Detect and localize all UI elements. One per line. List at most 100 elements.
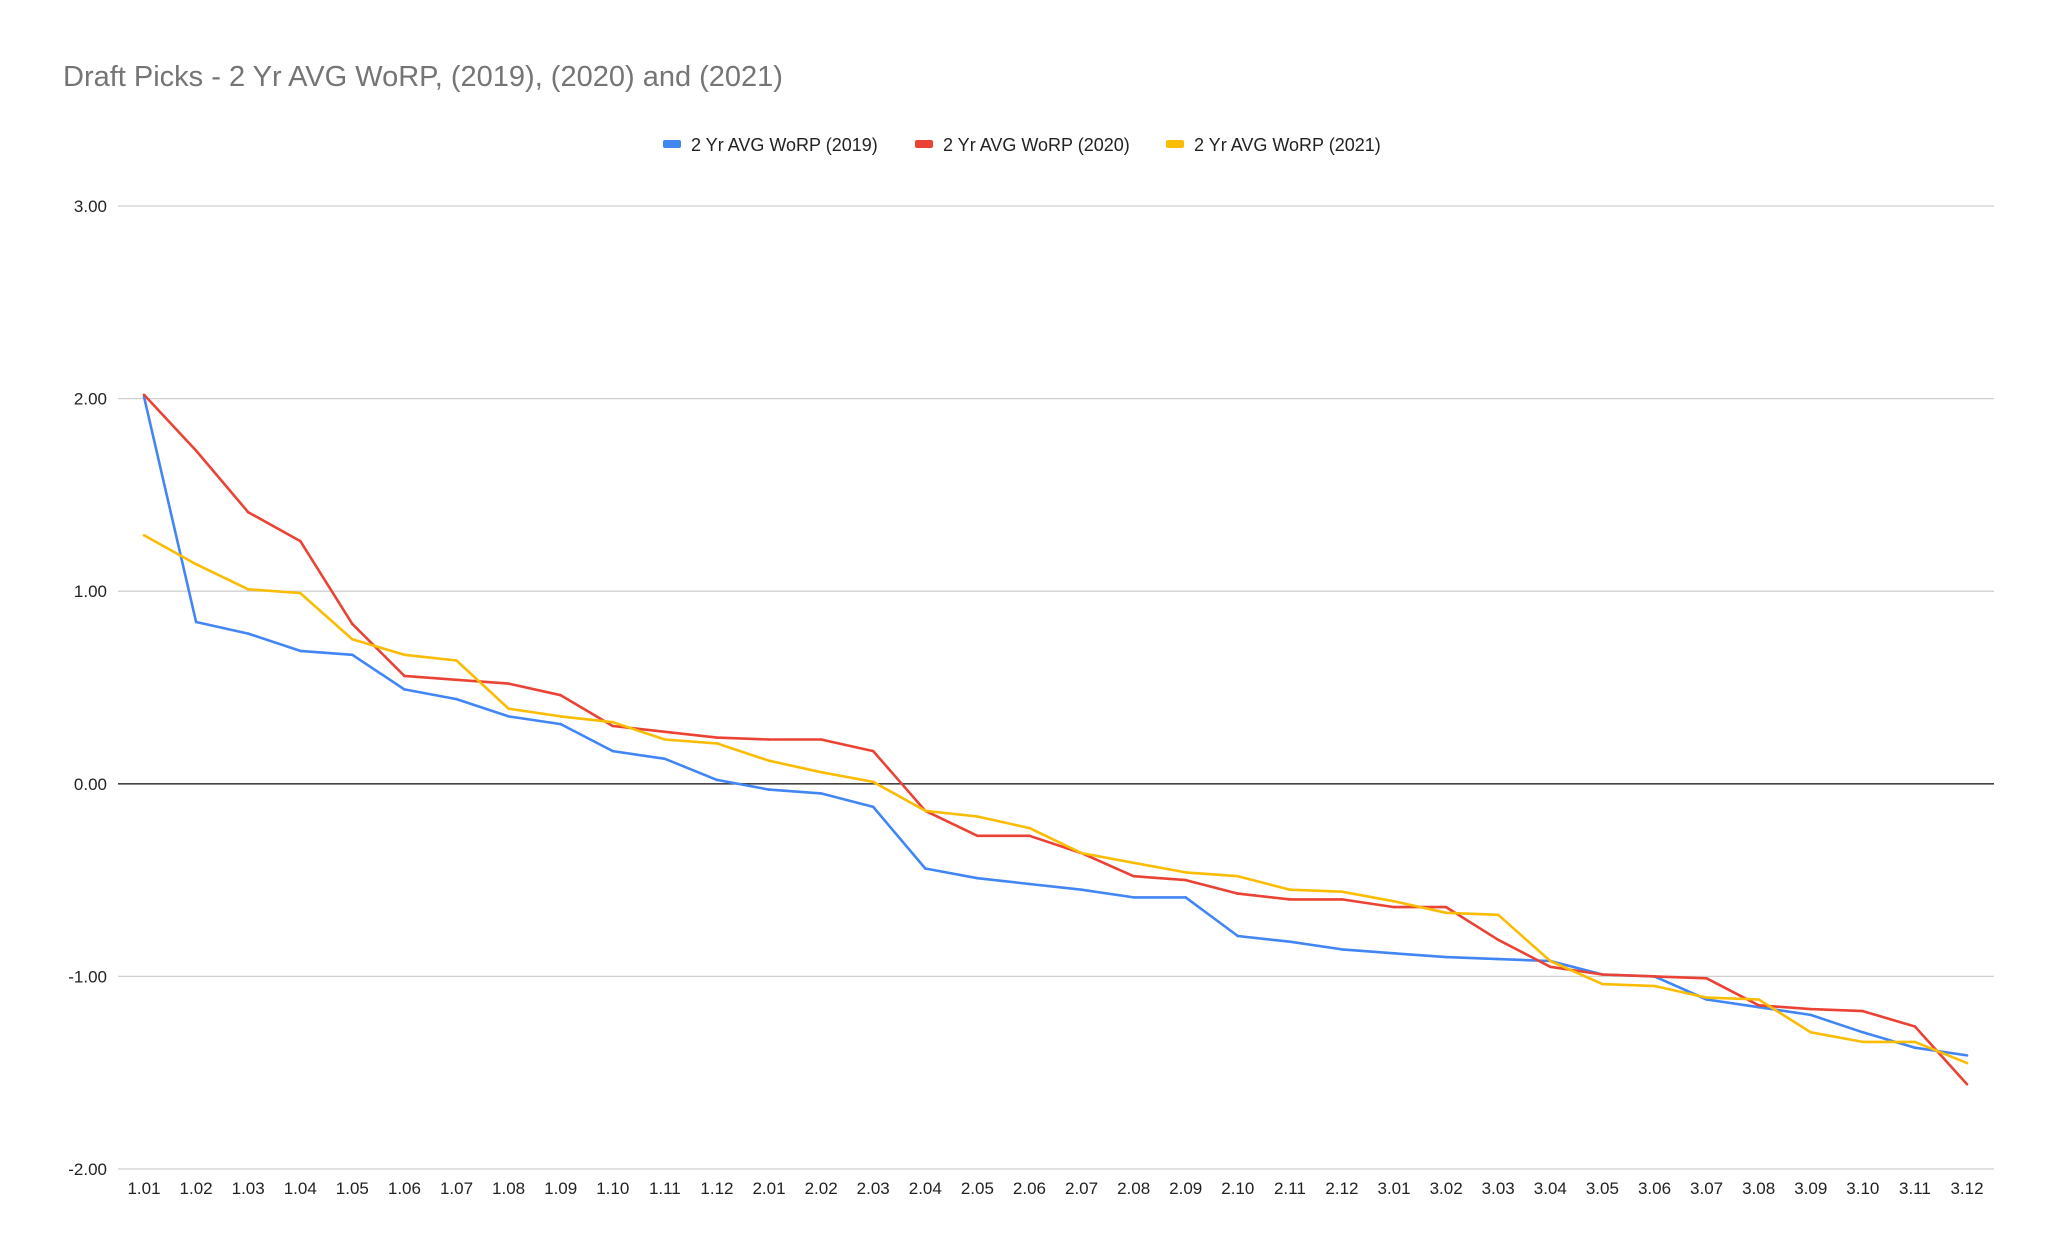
data-point bbox=[1288, 888, 1292, 892]
data-point bbox=[142, 393, 146, 397]
data-point bbox=[1184, 871, 1188, 874]
gridlines bbox=[118, 205, 1994, 1170]
x-tick-label: 3.10 bbox=[1846, 1179, 1879, 1198]
data-point bbox=[351, 622, 354, 626]
data-point bbox=[1028, 834, 1031, 838]
x-tick-label: 1.03 bbox=[232, 1179, 265, 1198]
series-line-0 bbox=[142, 396, 1968, 1057]
data-point bbox=[559, 693, 562, 697]
x-tick-label: 1.02 bbox=[180, 1179, 213, 1198]
series-lines bbox=[142, 393, 1969, 1086]
data-point bbox=[298, 591, 302, 595]
data-point bbox=[767, 788, 771, 791]
legend: 2 Yr AVG WoRP (2019) 2 Yr AVG WoRP (2020)… bbox=[663, 135, 1381, 155]
y-tick-label: 2.00 bbox=[74, 390, 107, 409]
data-point bbox=[1028, 882, 1031, 886]
x-tick-label: 2.06 bbox=[1013, 1179, 1046, 1198]
x-tick-label: 3.04 bbox=[1534, 1179, 1567, 1198]
data-point bbox=[1080, 851, 1083, 855]
data-point bbox=[1340, 948, 1344, 951]
data-point bbox=[976, 815, 979, 818]
data-point bbox=[767, 759, 771, 762]
x-tick-label: 3.08 bbox=[1742, 1179, 1775, 1198]
data-point bbox=[507, 682, 510, 685]
x-tick-label: 2.11 bbox=[1274, 1179, 1306, 1198]
x-tick-label: 3.03 bbox=[1482, 1179, 1515, 1198]
x-tick-label: 2.08 bbox=[1117, 1179, 1150, 1198]
x-tick-label: 2.07 bbox=[1065, 1179, 1098, 1198]
x-tick-label: 2.04 bbox=[909, 1179, 942, 1198]
data-point bbox=[976, 834, 979, 838]
x-tick-label: 3.07 bbox=[1690, 1179, 1723, 1198]
data-point bbox=[246, 510, 250, 514]
data-point bbox=[1132, 861, 1135, 865]
legend-swatch bbox=[915, 140, 933, 148]
legend-item[interactable]: 2 Yr AVG WoRP (2019) bbox=[663, 135, 878, 155]
data-point bbox=[403, 653, 406, 657]
y-tick-label: 1.00 bbox=[74, 582, 107, 601]
data-point bbox=[1757, 1003, 1760, 1007]
data-point bbox=[1549, 965, 1552, 969]
y-tick-label: -2.00 bbox=[68, 1160, 107, 1179]
chart-title: Draft Picks - 2 Yr AVG WoRP, (2019), (20… bbox=[63, 61, 783, 93]
data-point bbox=[246, 587, 250, 591]
data-point bbox=[663, 738, 667, 741]
data-point bbox=[1913, 1040, 1917, 1044]
data-point bbox=[1392, 905, 1396, 909]
legend-swatch bbox=[663, 140, 681, 148]
series-line-1 bbox=[143, 393, 1968, 1086]
legend-label: 2 Yr AVG WoRP (2021) bbox=[1194, 135, 1381, 155]
data-point bbox=[1653, 975, 1656, 978]
data-point bbox=[559, 715, 562, 718]
data-point bbox=[298, 539, 302, 543]
y-tick-label: -1.00 bbox=[68, 967, 107, 986]
data-point bbox=[1496, 938, 1500, 942]
legend-label: 2 Yr AVG WoRP (2020) bbox=[943, 135, 1130, 155]
x-tick-label: 1.09 bbox=[544, 1179, 577, 1198]
data-point bbox=[298, 649, 302, 653]
data-point bbox=[819, 738, 823, 741]
legend-item[interactable]: 2 Yr AVG WoRP (2021) bbox=[1166, 135, 1381, 155]
data-point bbox=[1288, 940, 1292, 944]
data-point bbox=[1080, 888, 1083, 892]
x-tick-label: 2.02 bbox=[805, 1179, 838, 1198]
legend-item[interactable]: 2 Yr AVG WoRP (2020) bbox=[915, 135, 1130, 155]
data-point bbox=[1913, 1046, 1917, 1049]
data-point bbox=[507, 707, 510, 710]
data-point bbox=[1132, 874, 1135, 878]
data-point bbox=[871, 805, 875, 809]
data-point bbox=[1236, 892, 1240, 895]
data-point bbox=[142, 534, 146, 537]
data-point bbox=[1965, 1054, 1969, 1057]
y-axis-ticks: 3.00 2.00 1.00 0.00 -1.00 -2.00 bbox=[68, 197, 107, 1179]
x-tick-label: 1.05 bbox=[336, 1179, 369, 1198]
data-point bbox=[403, 674, 406, 678]
data-point bbox=[351, 638, 354, 641]
data-point bbox=[1132, 896, 1135, 899]
y-tick-label: 3.00 bbox=[74, 197, 107, 216]
x-tick-label: 2.09 bbox=[1169, 1179, 1202, 1198]
x-axis-ticks: 1.01 1.02 1.03 1.04 1.05 1.06 1.07 1.08 1.09 1.10… bbox=[127, 1179, 1983, 1198]
data-point bbox=[194, 620, 198, 624]
data-point bbox=[767, 738, 771, 741]
data-point bbox=[1444, 911, 1448, 915]
data-point bbox=[611, 749, 615, 753]
x-tick-label: 1.01 bbox=[127, 1179, 160, 1198]
y-tick-label: 0.00 bbox=[74, 775, 107, 794]
data-point bbox=[1861, 1009, 1865, 1013]
data-point bbox=[663, 757, 667, 761]
x-tick-label: 1.04 bbox=[284, 1179, 317, 1198]
data-point bbox=[1705, 977, 1708, 980]
data-point bbox=[923, 809, 927, 813]
x-tick-label: 1.11 bbox=[649, 1179, 681, 1198]
data-point bbox=[1340, 898, 1344, 901]
legend-label: 2 Yr AVG WoRP (2019) bbox=[691, 135, 878, 155]
data-point bbox=[819, 770, 823, 774]
x-tick-label: 3.01 bbox=[1378, 1179, 1411, 1198]
x-tick-label: 3.12 bbox=[1950, 1179, 1983, 1198]
data-point bbox=[1236, 934, 1240, 938]
series-line-2 bbox=[143, 534, 1968, 1065]
data-point bbox=[1705, 996, 1708, 999]
data-point bbox=[194, 449, 198, 452]
data-point bbox=[1861, 1030, 1865, 1034]
